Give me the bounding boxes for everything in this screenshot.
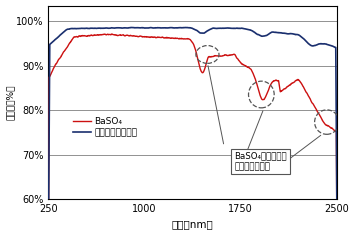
フッ素系特殊樹脂 bbox=[274, 31, 278, 34]
フッ素系特殊樹脂 bbox=[61, 31, 65, 34]
X-axis label: 波長（nm）: 波長（nm） bbox=[172, 219, 214, 229]
BaSO₄ bbox=[187, 38, 191, 40]
Line: フッ素系特殊樹脂: フッ素系特殊樹脂 bbox=[48, 27, 337, 235]
BaSO₄ bbox=[102, 33, 106, 35]
フッ素系特殊樹脂 bbox=[179, 26, 183, 29]
Legend: BaSO₄, フッ素系特殊樹脂: BaSO₄, フッ素系特殊樹脂 bbox=[70, 114, 140, 140]
BaSO₄ bbox=[61, 51, 65, 54]
BaSO₄ bbox=[327, 125, 331, 128]
Y-axis label: 反射率（%）: 反射率（%） bbox=[6, 85, 15, 120]
フッ素系特殊樹脂 bbox=[327, 44, 331, 47]
Text: BaSO₄に含まれる
水の吸収ピーク: BaSO₄に含まれる 水の吸収ピーク bbox=[234, 152, 287, 171]
BaSO₄ bbox=[327, 125, 331, 128]
Line: BaSO₄: BaSO₄ bbox=[48, 34, 337, 235]
フッ素系特殊樹脂 bbox=[327, 43, 331, 46]
BaSO₄ bbox=[179, 37, 183, 40]
BaSO₄ bbox=[274, 79, 278, 82]
フッ素系特殊樹脂 bbox=[187, 26, 191, 29]
フッ素系特殊樹脂 bbox=[129, 26, 133, 29]
